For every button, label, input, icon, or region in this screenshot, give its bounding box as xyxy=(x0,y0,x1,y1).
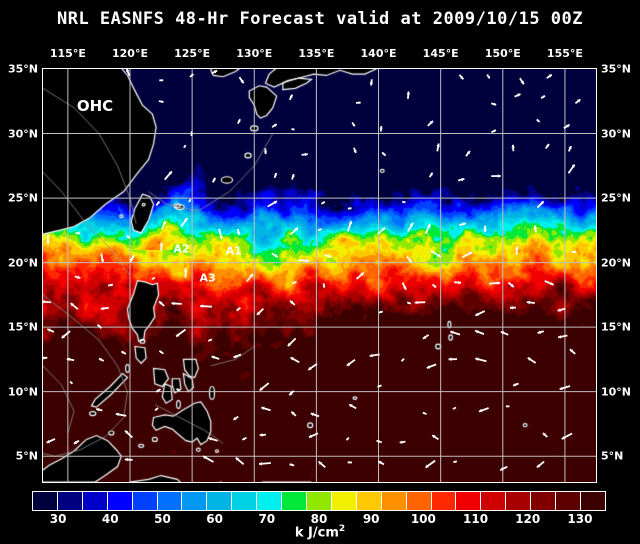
colorbar-block xyxy=(506,492,532,510)
colorbar-block xyxy=(331,492,357,510)
colorbar-tick-label: 110 xyxy=(463,512,489,526)
lon-tick-label: 120°E xyxy=(111,47,148,60)
colorbar-tick-label: 90 xyxy=(362,512,380,526)
lat-tick-label: 15°N xyxy=(601,320,632,334)
colorbar-block xyxy=(306,492,332,510)
colorbar-block xyxy=(381,492,407,510)
colorbar-tick-label: 70 xyxy=(258,512,276,526)
lat-tick-label: 10°N xyxy=(7,385,38,399)
lon-tick-label: 135°E xyxy=(298,47,335,60)
colorbar-unit-label: k J/cm2 xyxy=(294,524,346,541)
colorbar-block xyxy=(406,492,432,510)
lon-tick-label: 150°E xyxy=(484,47,521,60)
colorbar-block xyxy=(456,492,482,510)
lat-tick-label: 30°N xyxy=(601,127,632,141)
lat-tick-label: 20°N xyxy=(601,256,632,270)
lon-tick-label: 145°E xyxy=(422,47,459,60)
colorbar-block xyxy=(481,492,507,510)
lon-tick-label: 125°E xyxy=(174,47,211,60)
colorbar-block xyxy=(257,492,283,510)
lat-tick-label: 25°N xyxy=(7,191,38,205)
lat-tick-label: 5°N xyxy=(15,449,38,463)
lat-tick-label: 25°N xyxy=(601,191,632,205)
colorbar-block xyxy=(33,492,58,510)
lon-tick-label: 115°E xyxy=(49,47,86,60)
colorbar-tick-label: 40 xyxy=(101,512,119,526)
lat-tick-label: 30°N xyxy=(7,127,38,141)
colorbar-block xyxy=(207,492,233,510)
colorbar-block xyxy=(132,492,158,510)
colorbar-tick-label: 30 xyxy=(49,512,67,526)
colorbar-block xyxy=(431,492,457,510)
colorbar-block xyxy=(157,492,183,510)
lat-tick-label: 5°N xyxy=(601,449,624,463)
colorbar-block xyxy=(182,492,208,510)
colorbar-block xyxy=(57,492,83,510)
colorbar-block xyxy=(232,492,258,510)
colorbar-block xyxy=(356,492,382,510)
colorbar-tick-label: 120 xyxy=(515,512,541,526)
colorbar-tick-label: 130 xyxy=(567,512,593,526)
lat-tick-label: 35°N xyxy=(601,62,632,76)
figure-title: NRL EASNFS 48-Hr Forecast valid at 2009/… xyxy=(56,9,583,29)
lat-tick-label: 20°N xyxy=(7,256,38,270)
colorbar-tick-label: 50 xyxy=(154,512,171,526)
colorbar-tick-label: 80 xyxy=(310,512,328,526)
lon-tick-label: 140°E xyxy=(360,47,397,60)
lon-tick-label: 130°E xyxy=(236,47,273,60)
colorbar xyxy=(32,491,606,511)
colorbar-tick-label: 100 xyxy=(410,512,436,526)
colorbar-block xyxy=(580,492,605,510)
colorbar-block xyxy=(107,492,133,510)
map-plot-area: OHC A2 A1 A3 xyxy=(42,68,597,483)
colorbar-block xyxy=(82,492,108,510)
ohc-heatmap-canvas xyxy=(43,69,596,482)
colorbar-block xyxy=(531,492,557,510)
lat-tick-label: 10°N xyxy=(601,385,632,399)
lon-tick-label: 155°E xyxy=(546,47,583,60)
colorbar-tick-label: 60 xyxy=(206,512,223,526)
colorbar-block xyxy=(556,492,581,510)
lat-tick-label: 15°N xyxy=(7,320,38,334)
colorbar-block xyxy=(282,492,307,510)
lat-tick-label: 35°N xyxy=(7,62,38,76)
